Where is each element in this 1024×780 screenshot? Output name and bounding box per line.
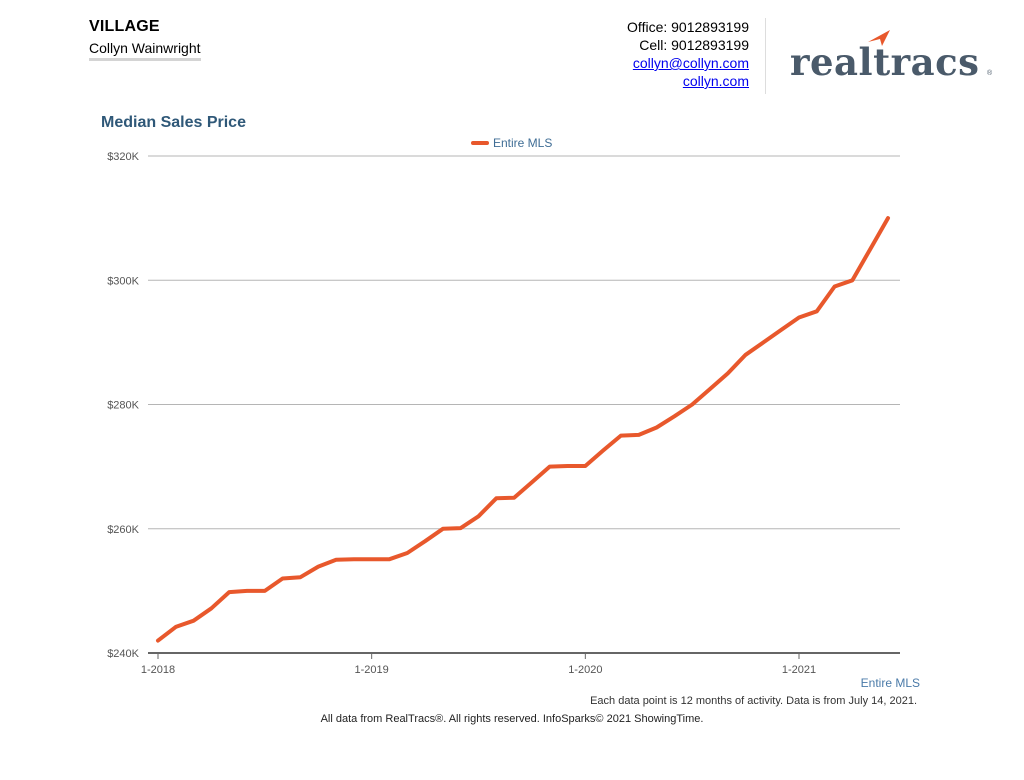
copyright-text: All data from RealTracs®. All rights res…: [320, 713, 704, 725]
header-divider: [765, 18, 766, 94]
x-tick-label: 1-2021: [782, 664, 816, 676]
cell-phone: Cell: 9012893199: [639, 37, 749, 53]
series-line-entire-mls: [156, 216, 890, 643]
x-tick-label: 1-2019: [355, 664, 389, 676]
footer-series-label: Entire MLS: [860, 676, 920, 690]
data-note: Each data point is 12 months of activity…: [590, 695, 917, 707]
y-tick-label: $280K: [107, 400, 139, 412]
x-tick-label: 1-2020: [568, 664, 602, 676]
brand-logo: realtracs: [790, 40, 980, 84]
email-link[interactable]: collyn@collyn.com: [632, 55, 749, 71]
y-tick-label: $320K: [107, 151, 139, 163]
report-title: VILLAGE: [89, 18, 160, 35]
agent-name: Collyn Wainwright: [89, 40, 201, 61]
logo-registered-mark: ®: [987, 70, 993, 77]
website-link[interactable]: collyn.com: [682, 73, 749, 89]
y-tick-label: $300K: [107, 275, 139, 287]
y-tick-label: $260K: [107, 524, 139, 536]
logo-arrow-icon: [868, 30, 890, 46]
x-tick-label: 1-2018: [141, 664, 175, 676]
legend-label: Entire MLS: [493, 136, 552, 150]
y-tick-label: $240K: [107, 648, 139, 660]
contact-block: Office: 9012893199 Cell: 9012893199 coll…: [627, 18, 749, 90]
office-phone: Office: 9012893199: [627, 19, 749, 35]
median-sales-price-chart: $240K $260K $280K $300K $320K 1-2018 1-2019 1-2…: [107, 136, 900, 676]
chart-title: Median Sales Price: [101, 114, 246, 131]
